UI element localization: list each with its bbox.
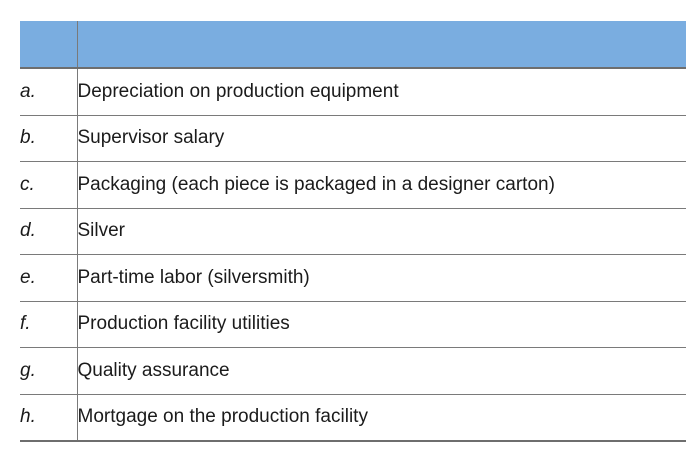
table-row: b. Supervisor salary — [20, 115, 686, 162]
table-header — [20, 21, 686, 69]
row-letter: f. — [20, 301, 78, 348]
row-letter: h. — [20, 394, 78, 442]
table-body: a. Depreciation on production equipment … — [20, 68, 686, 442]
table-row: g. Quality assurance — [20, 347, 686, 395]
row-letter: e. — [20, 254, 78, 302]
header-cell-description — [77, 21, 686, 69]
row-description: Silver — [77, 208, 686, 255]
table-row: f. Production facility utilities — [20, 301, 686, 348]
row-letter: g. — [20, 347, 78, 395]
table-row: e. Part-time labor (silversmith) — [20, 254, 686, 302]
table-row: h. Mortgage on the production facility — [20, 394, 686, 442]
row-description: Supervisor salary — [77, 115, 686, 162]
row-description: Part-time labor (silversmith) — [77, 254, 686, 302]
row-letter: b. — [20, 115, 78, 162]
table-row: a. Depreciation on production equipment — [20, 68, 686, 116]
header-row — [20, 21, 686, 69]
row-letter: d. — [20, 208, 78, 255]
row-description: Production facility utilities — [77, 301, 686, 348]
row-description: Depreciation on production equipment — [77, 68, 686, 116]
row-description: Quality assurance — [77, 347, 686, 395]
table-row: d. Silver — [20, 208, 686, 255]
row-description: Mortgage on the production facility — [77, 394, 686, 442]
row-letter: a. — [20, 68, 78, 116]
cost-items-table: a. Depreciation on production equipment … — [20, 21, 686, 442]
row-letter: c. — [20, 161, 78, 209]
row-description: Packaging (each piece is packaged in a d… — [77, 161, 686, 209]
table-row: c. Packaging (each piece is packaged in … — [20, 161, 686, 209]
header-cell-letter — [20, 21, 78, 69]
